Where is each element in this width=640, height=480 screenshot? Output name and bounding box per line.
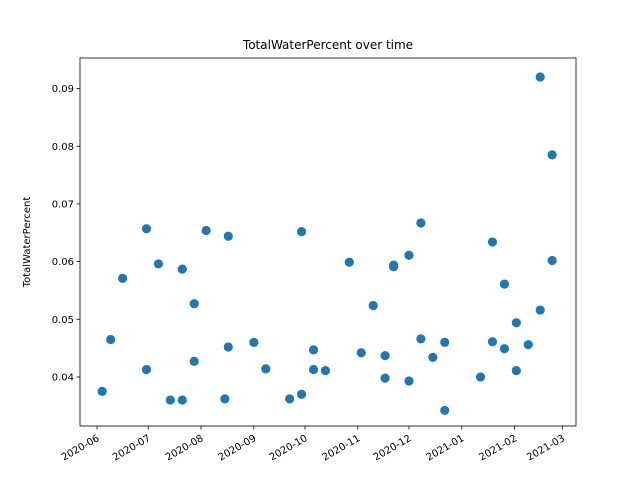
data-point xyxy=(261,364,271,374)
data-point xyxy=(511,366,521,376)
data-point xyxy=(97,386,107,396)
chart-title: TotalWaterPercent over time xyxy=(242,38,413,52)
data-point xyxy=(499,344,510,354)
data-point xyxy=(308,345,319,355)
data-point xyxy=(308,364,319,375)
y-tick-label: 0.04 xyxy=(52,373,74,384)
data-point xyxy=(487,337,498,347)
data-point xyxy=(368,300,378,311)
data-point xyxy=(141,224,152,234)
data-point xyxy=(189,356,199,366)
plot-points xyxy=(97,72,557,416)
data-point xyxy=(547,255,557,266)
data-point xyxy=(475,372,486,382)
data-point xyxy=(296,227,307,237)
y-tick-label: 0.05 xyxy=(52,315,74,326)
y-tick-label: 0.08 xyxy=(52,142,74,153)
data-point xyxy=(201,225,211,236)
data-point xyxy=(416,218,426,228)
data-point xyxy=(380,351,390,361)
data-point xyxy=(177,395,187,405)
data-point xyxy=(344,257,354,267)
data-point xyxy=(523,340,533,350)
data-point xyxy=(106,334,116,345)
data-point xyxy=(177,264,187,274)
y-axis-label: TotalWaterPercent xyxy=(22,197,33,289)
data-point xyxy=(511,318,521,328)
data-point xyxy=(249,337,259,347)
y-axis: 0.04 0.05 0.06 0.07 0.08 0.09 xyxy=(52,84,80,384)
data-point xyxy=(535,72,545,82)
data-point xyxy=(189,299,199,309)
data-point xyxy=(404,376,414,386)
data-point xyxy=(380,373,390,383)
data-point xyxy=(487,237,498,247)
data-point xyxy=(428,352,438,362)
y-tick-label: 0.06 xyxy=(52,257,74,268)
data-point xyxy=(356,348,366,358)
data-point xyxy=(296,389,307,399)
data-point xyxy=(535,305,545,315)
data-point xyxy=(118,273,128,283)
y-tick-label: 0.07 xyxy=(52,200,74,211)
data-point xyxy=(153,259,164,269)
data-point xyxy=(404,250,414,260)
data-point xyxy=(440,337,450,347)
data-point xyxy=(220,394,230,404)
data-point xyxy=(389,260,399,270)
data-point xyxy=(320,366,331,376)
data-point xyxy=(141,364,152,375)
y-tick-label: 0.09 xyxy=(52,84,74,95)
data-point xyxy=(165,395,175,405)
data-point xyxy=(223,231,233,241)
data-point xyxy=(223,342,233,352)
data-point xyxy=(499,279,510,289)
data-point xyxy=(547,150,557,160)
data-point xyxy=(440,405,450,416)
data-point xyxy=(285,394,295,404)
data-point xyxy=(416,334,426,344)
plot-frame xyxy=(79,57,577,427)
